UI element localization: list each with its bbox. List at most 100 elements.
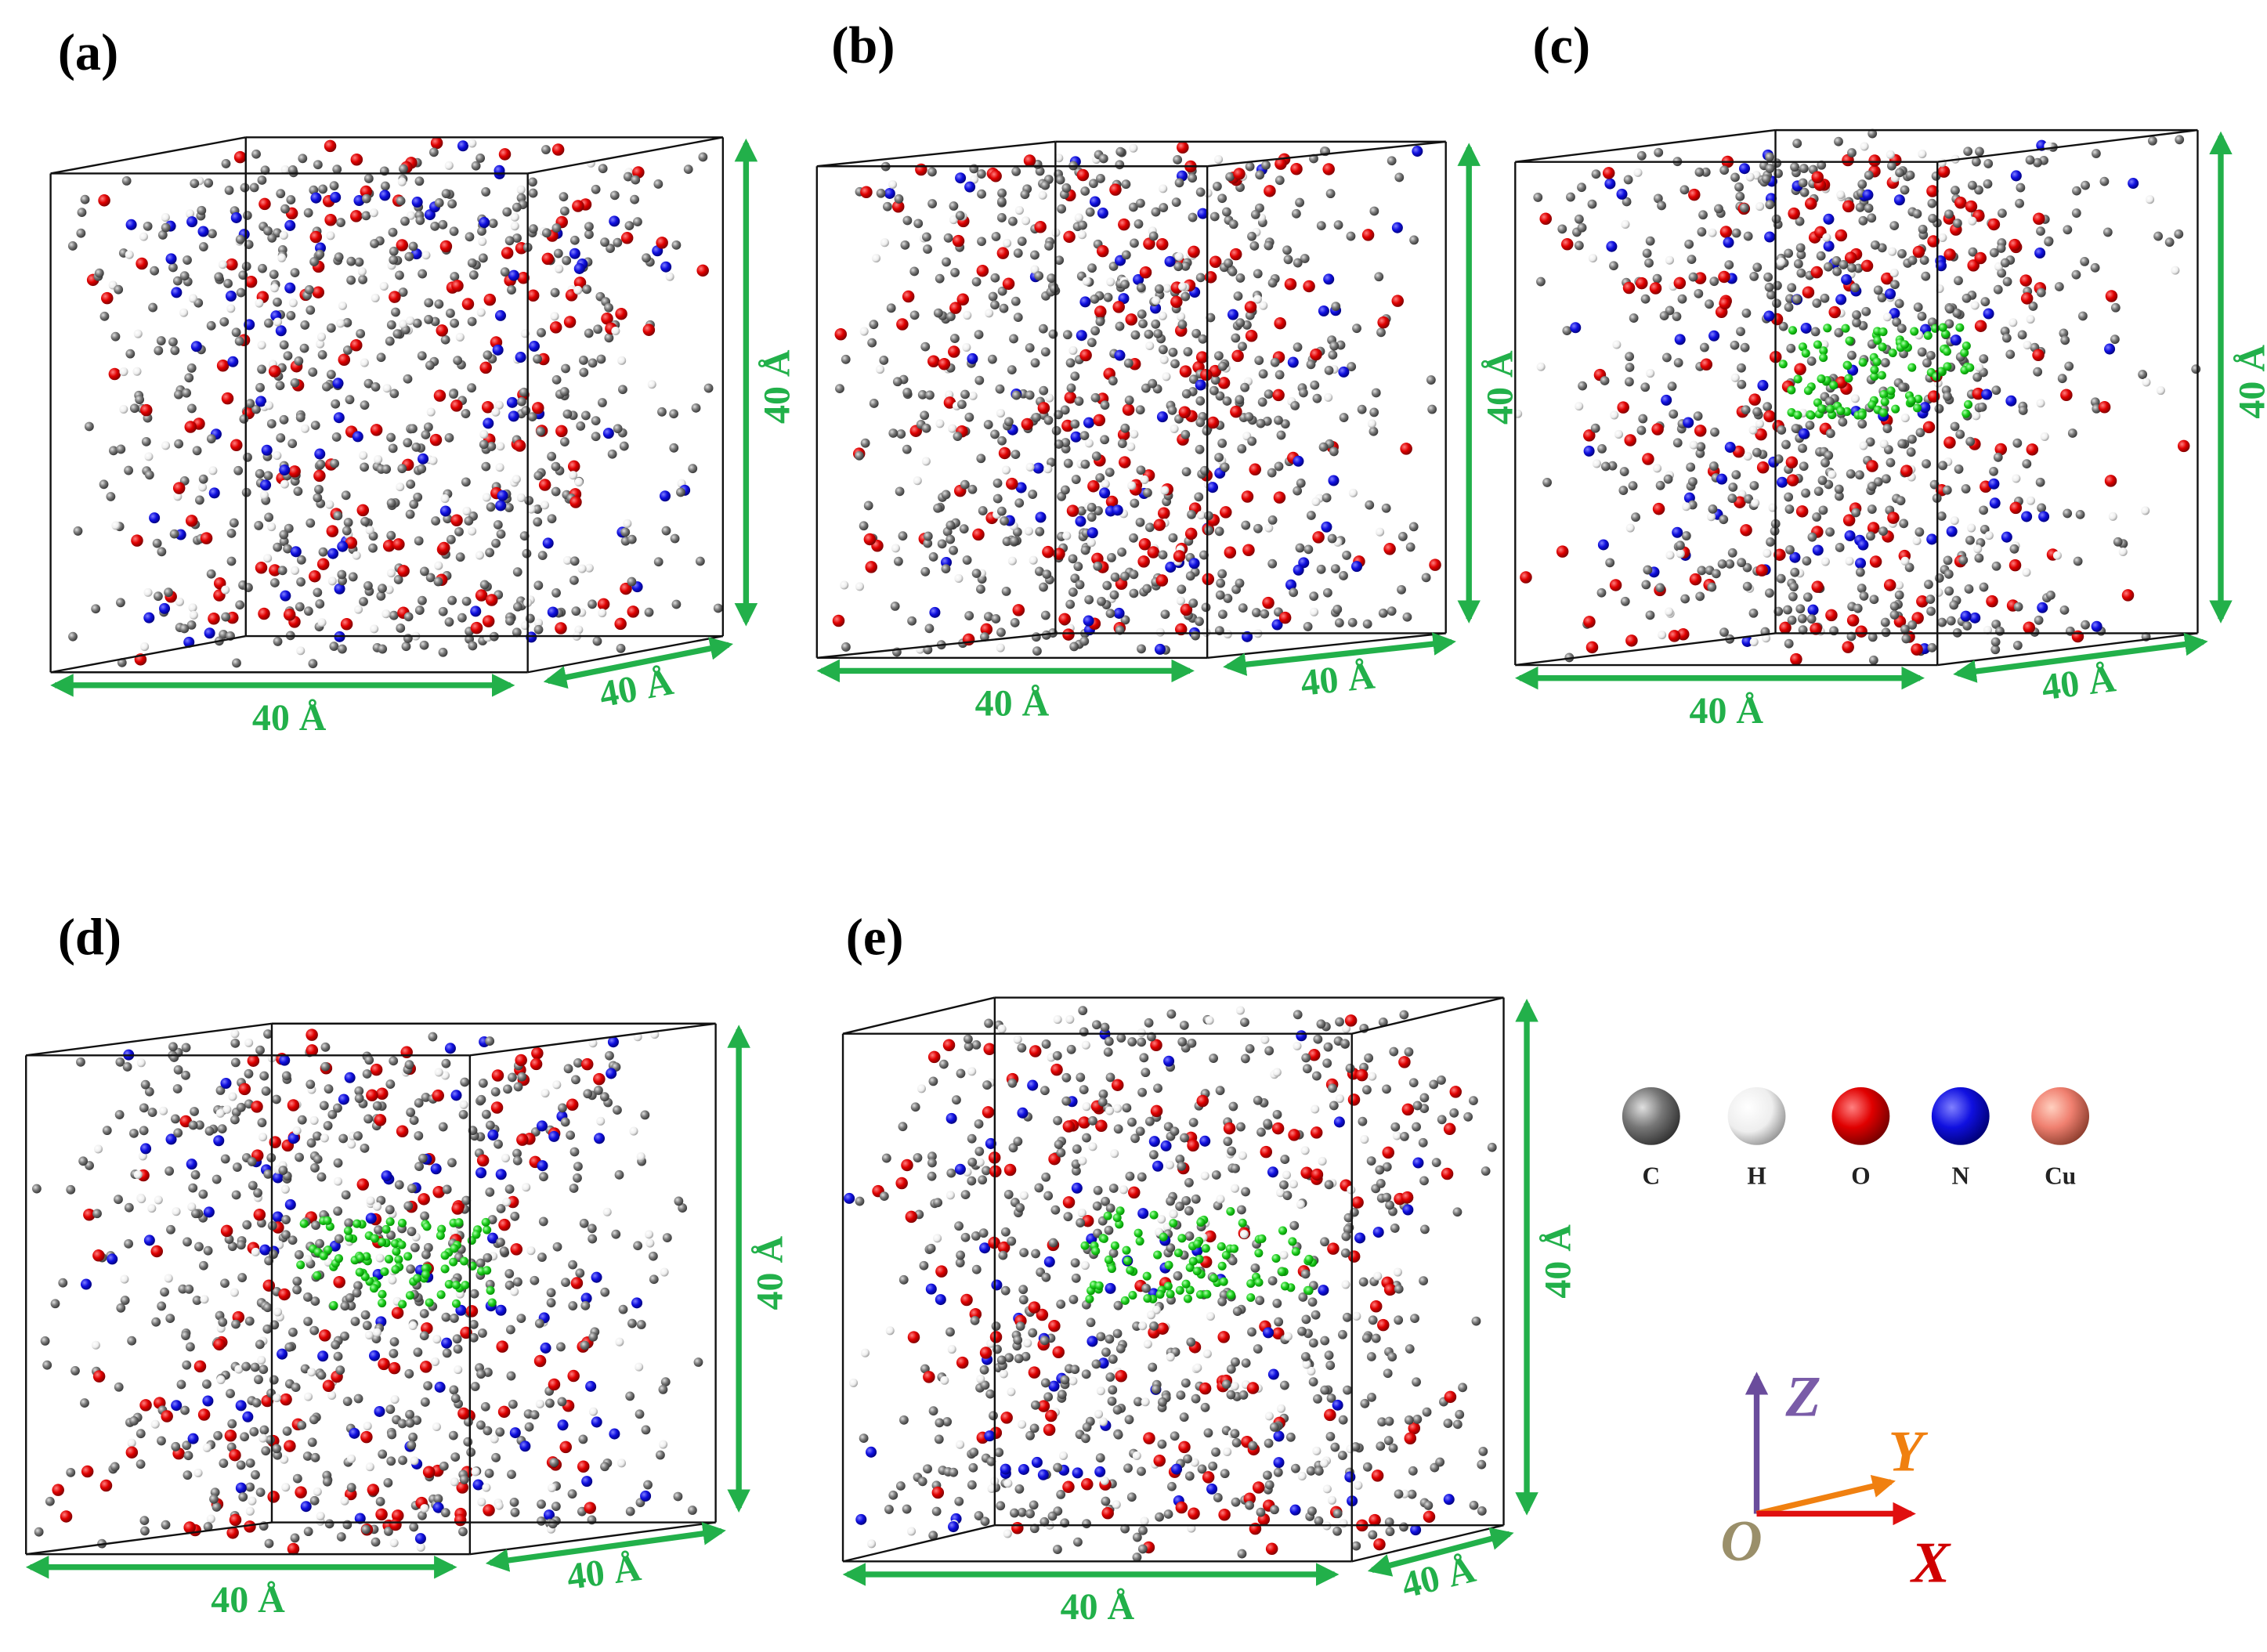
atom xyxy=(421,1270,430,1279)
atom xyxy=(1253,523,1263,533)
atom xyxy=(570,1277,584,1289)
atom xyxy=(485,594,498,606)
atom xyxy=(658,1384,668,1394)
atom xyxy=(437,1224,447,1234)
atom xyxy=(2008,318,2018,327)
atom xyxy=(1677,294,1687,304)
atom xyxy=(559,1441,572,1454)
atom xyxy=(1896,496,1906,506)
atom xyxy=(496,1238,505,1247)
atom xyxy=(294,1249,304,1260)
atom xyxy=(198,1189,208,1199)
atom xyxy=(1180,1133,1189,1143)
atom xyxy=(1332,1399,1343,1411)
atom xyxy=(625,1391,635,1401)
atom xyxy=(485,548,495,558)
atom xyxy=(483,1504,495,1516)
atom xyxy=(2071,269,2081,280)
atom xyxy=(149,512,161,524)
atom xyxy=(1052,1050,1062,1061)
atom xyxy=(359,597,368,606)
atom xyxy=(1159,184,1168,193)
atom xyxy=(1989,497,2001,509)
atom xyxy=(1799,164,1809,173)
atom xyxy=(1086,1336,1098,1347)
atom xyxy=(279,340,289,350)
atom xyxy=(1788,207,1800,220)
atom xyxy=(978,506,988,515)
atom xyxy=(187,403,197,414)
atom xyxy=(444,1279,454,1289)
atom xyxy=(1435,1457,1445,1467)
atom xyxy=(317,1350,329,1362)
atom xyxy=(530,1057,543,1071)
atom xyxy=(645,1238,655,1248)
atom xyxy=(1223,1122,1236,1135)
atom xyxy=(1885,288,1896,300)
atom xyxy=(1805,421,1815,430)
atom xyxy=(1011,296,1021,306)
atom xyxy=(431,1357,440,1367)
atom xyxy=(433,389,447,402)
atom xyxy=(283,609,296,621)
atom xyxy=(1013,1137,1023,1147)
atom xyxy=(917,389,927,399)
atom xyxy=(1641,580,1651,590)
atom xyxy=(1272,389,1285,402)
atom xyxy=(1574,240,1584,251)
atom xyxy=(251,1397,262,1408)
atom xyxy=(1135,517,1145,527)
atom xyxy=(1745,172,1755,182)
atom xyxy=(423,1381,433,1391)
atom xyxy=(1050,1063,1063,1076)
atom xyxy=(1318,305,1329,317)
atom xyxy=(236,1240,246,1250)
atom xyxy=(1728,483,1738,492)
atom xyxy=(1153,329,1163,338)
atom xyxy=(1034,221,1047,233)
atom xyxy=(959,524,969,534)
atom xyxy=(148,302,157,313)
atom xyxy=(1628,481,1638,491)
atom xyxy=(219,316,230,327)
molecular-model xyxy=(1513,128,2201,666)
atom xyxy=(326,525,339,537)
atom xyxy=(370,1234,379,1243)
atom xyxy=(1244,301,1257,313)
atom xyxy=(378,584,387,594)
atom xyxy=(1810,266,1824,279)
atom xyxy=(461,1195,472,1206)
atom xyxy=(2009,501,2023,515)
atom xyxy=(1252,1481,1265,1494)
atom xyxy=(1191,328,1202,338)
atom xyxy=(479,429,489,439)
atom xyxy=(1731,228,1741,238)
atom xyxy=(1785,545,1795,555)
atom xyxy=(1325,189,1336,199)
atom xyxy=(1882,313,1892,322)
atom xyxy=(1260,609,1270,619)
atom xyxy=(1566,192,1575,202)
atom xyxy=(1144,522,1155,533)
atom xyxy=(1681,531,1691,540)
atom xyxy=(1103,1211,1112,1220)
atom xyxy=(1063,458,1073,468)
atom xyxy=(985,1137,996,1149)
atom xyxy=(1047,273,1057,284)
atom xyxy=(1858,358,1867,367)
atom xyxy=(1335,1094,1344,1104)
atom xyxy=(1697,566,1707,576)
atom xyxy=(257,1118,267,1128)
atom xyxy=(264,401,274,410)
atom xyxy=(1799,187,1810,197)
atom xyxy=(1952,219,1962,228)
atom xyxy=(945,534,956,544)
atom xyxy=(333,1351,343,1361)
atom xyxy=(1109,590,1119,600)
atom xyxy=(1304,1286,1314,1296)
atom xyxy=(1197,208,1209,219)
atom xyxy=(200,532,213,544)
atom xyxy=(1028,490,1038,499)
atom xyxy=(1082,277,1091,286)
